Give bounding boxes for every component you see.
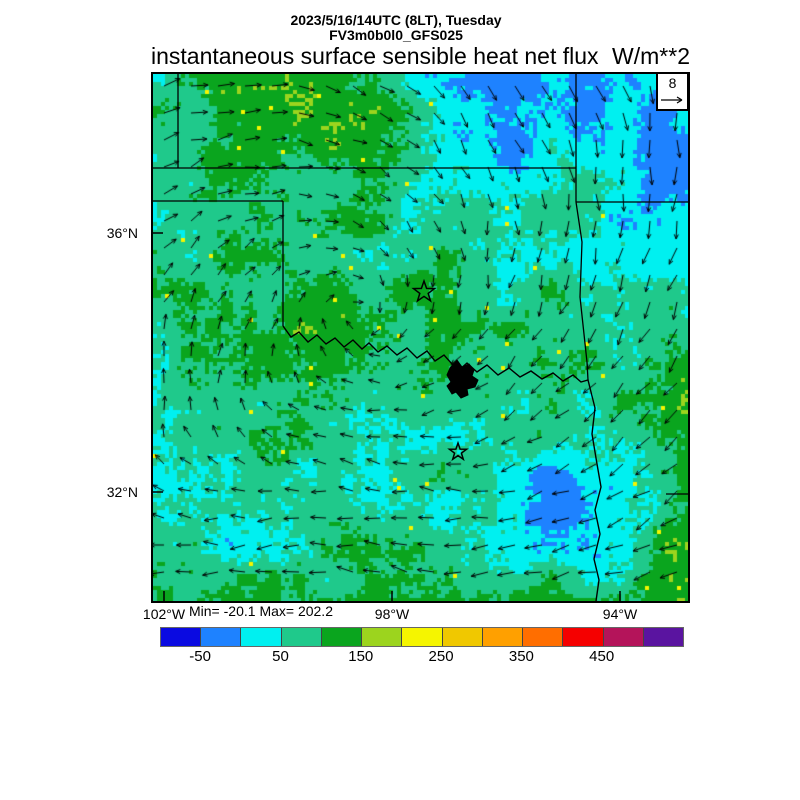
- boundary-ar-ok: [575, 201, 589, 381]
- minmax-stats: Min= -20.1 Max= 202.2: [189, 603, 333, 619]
- colorbar-segment: [321, 628, 363, 646]
- page-title: instantaneous surface sensible heat net …: [151, 43, 599, 69]
- min-label: Min= -20.1: [189, 603, 256, 619]
- lat-label-36n: 36°N: [106, 225, 138, 241]
- colorbar-segment: [161, 628, 202, 646]
- colorbar-tick-label: 50: [272, 648, 289, 665]
- colorbar-tick-label: 450: [589, 648, 615, 665]
- colorbar-segment: [603, 628, 644, 646]
- colorbar-segment: [201, 628, 242, 646]
- city-star-icon: [447, 440, 469, 462]
- colorbar-segment: [643, 628, 684, 646]
- colorbar-segment: [402, 628, 443, 646]
- state-boundaries: [153, 73, 688, 495]
- lake-texoma: [446, 359, 479, 399]
- colorbar-segment: [523, 628, 564, 646]
- lon-label-98w: 98°W: [374, 606, 410, 622]
- colorbar-segment: [241, 628, 282, 646]
- lon-label-94w: 94°W: [602, 606, 638, 622]
- lon-label-102w: 102°W: [142, 606, 186, 622]
- units-label: W/m**2: [612, 43, 690, 69]
- colorbar-segment: [281, 628, 322, 646]
- heatflux-field-canvas: [153, 74, 688, 601]
- map-frame: [151, 72, 690, 603]
- wind-legend-box: 8: [656, 72, 689, 111]
- colorbar-tick-label: 350: [508, 648, 534, 665]
- wind-legend-value: 8: [668, 75, 677, 91]
- colorbar-segment: [442, 628, 483, 646]
- header-datetime: 2023/5/16/14UTC (8LT), Tuesday: [290, 12, 502, 28]
- red-river-and-tx-la-border: [282, 325, 602, 602]
- header-model: FV3m0b0l0_GFS025: [329, 27, 463, 43]
- colorbar-segment: [563, 628, 604, 646]
- star-markers: [411, 278, 469, 462]
- map-overlay-svg: [151, 72, 690, 603]
- colorbar: [160, 627, 684, 647]
- colorbar-segment: [362, 628, 403, 646]
- colorbar-segment: [482, 628, 524, 646]
- colorbar-tick-label: 250: [428, 648, 454, 665]
- city-star-icon: [411, 278, 437, 303]
- colorbar-tick-label: -50: [189, 648, 211, 665]
- lat-label-32n: 32°N: [106, 484, 138, 500]
- colorbar-tick-label: 150: [348, 648, 374, 665]
- axis-ticks: [153, 232, 621, 601]
- wind-reference-arrow-icon: [661, 96, 683, 104]
- max-label: Max= 202.2: [259, 603, 333, 619]
